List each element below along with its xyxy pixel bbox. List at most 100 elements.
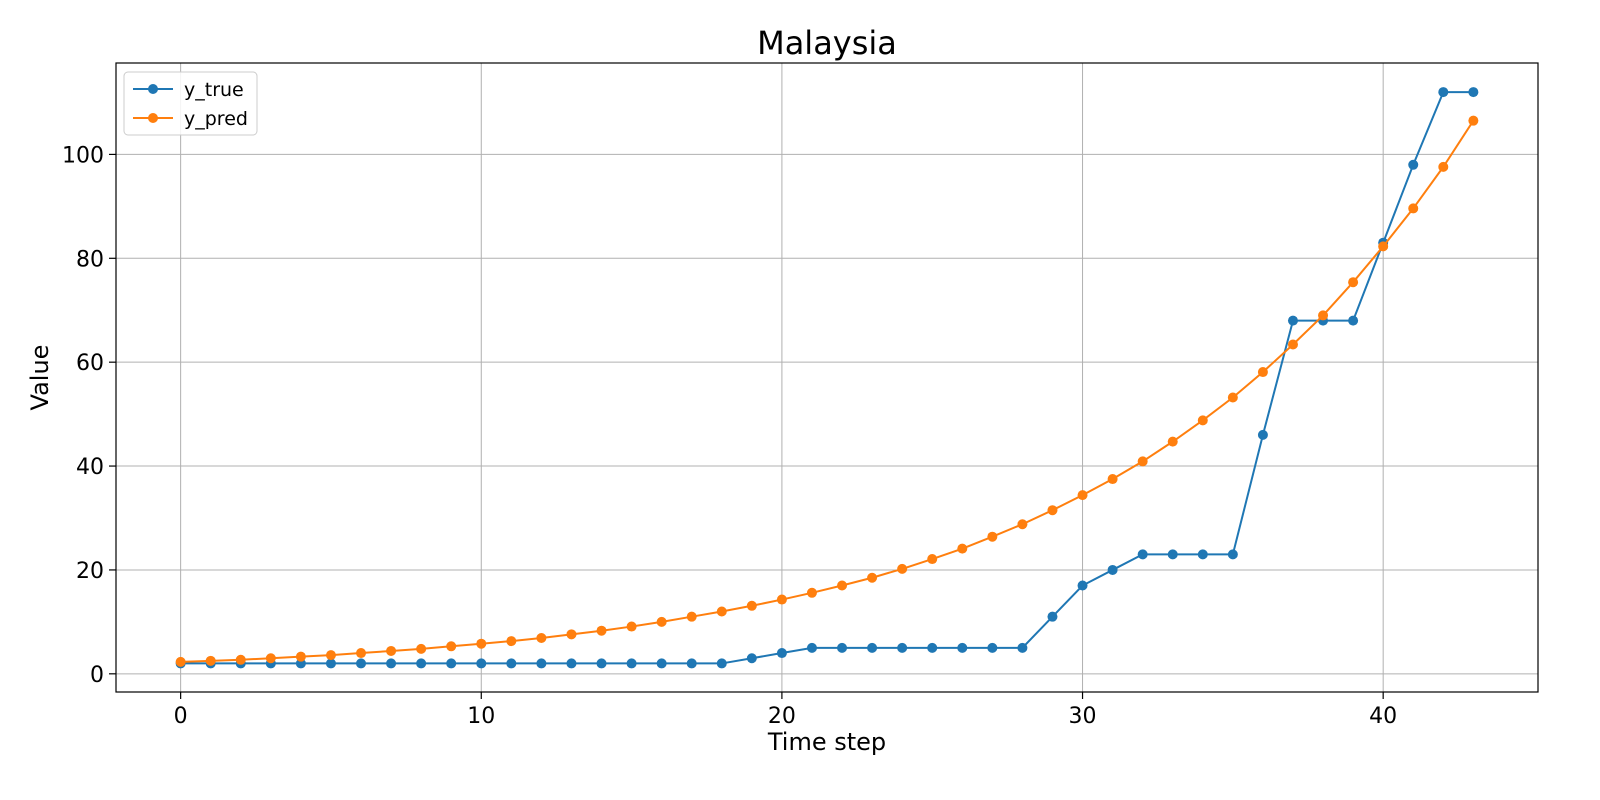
data-point bbox=[1077, 490, 1088, 501]
data-point bbox=[1107, 474, 1118, 485]
data-point bbox=[686, 611, 697, 622]
data-point bbox=[325, 650, 336, 661]
data-point bbox=[957, 543, 968, 554]
data-point bbox=[566, 629, 577, 640]
data-point bbox=[235, 654, 246, 665]
data-point bbox=[1167, 549, 1178, 560]
data-point bbox=[356, 648, 367, 659]
data-point bbox=[1017, 519, 1028, 530]
data-point bbox=[476, 658, 487, 669]
ticks: 0 10 20 30 40 0 20 40 60 80 100 bbox=[62, 143, 1397, 729]
data-point bbox=[536, 658, 547, 669]
y-tick-label: 40 bbox=[76, 455, 104, 480]
data-point bbox=[416, 658, 427, 669]
legend-label: y_true bbox=[184, 79, 244, 101]
legend-item: y_pred bbox=[133, 108, 248, 130]
data-point bbox=[356, 658, 367, 669]
series-y-true bbox=[175, 87, 1479, 669]
y-tick-label: 100 bbox=[62, 143, 104, 168]
data-point bbox=[806, 642, 817, 653]
data-point bbox=[897, 642, 908, 653]
data-point bbox=[446, 641, 457, 652]
data-point bbox=[867, 572, 878, 583]
data-point bbox=[1137, 549, 1148, 560]
data-point bbox=[1227, 549, 1238, 560]
data-point bbox=[806, 587, 817, 598]
chart-title: Malaysia bbox=[757, 24, 897, 62]
data-point bbox=[837, 642, 848, 653]
data-point bbox=[1077, 580, 1088, 591]
series-y-pred bbox=[175, 115, 1479, 667]
data-point bbox=[1287, 339, 1298, 350]
x-tick-label: 10 bbox=[467, 704, 495, 729]
x-tick-label: 40 bbox=[1369, 704, 1397, 729]
data-point bbox=[386, 658, 397, 669]
data-point bbox=[1257, 367, 1268, 378]
data-point bbox=[867, 642, 878, 653]
data-point bbox=[1348, 315, 1359, 326]
y-tick-label: 60 bbox=[76, 351, 104, 376]
data-point bbox=[566, 658, 577, 669]
grid bbox=[116, 63, 1538, 692]
data-point bbox=[626, 621, 637, 632]
data-point bbox=[325, 658, 336, 669]
data-point bbox=[1107, 564, 1118, 575]
data-point bbox=[957, 642, 968, 653]
data-point bbox=[1047, 505, 1058, 516]
data-point bbox=[626, 658, 637, 669]
legend-marker bbox=[148, 84, 158, 94]
x-tick-label: 30 bbox=[1069, 704, 1097, 729]
data-point bbox=[1047, 611, 1058, 622]
x-axis-label: Time step bbox=[767, 728, 886, 756]
data-point bbox=[1438, 87, 1449, 98]
data-point bbox=[776, 594, 787, 605]
legend-label: y_pred bbox=[184, 108, 248, 130]
data-point bbox=[746, 600, 757, 611]
y-tick-label: 20 bbox=[76, 559, 104, 584]
data-point bbox=[506, 636, 517, 647]
data-point bbox=[1017, 642, 1028, 653]
data-point bbox=[987, 531, 998, 542]
data-point bbox=[1287, 315, 1298, 326]
data-point bbox=[386, 645, 397, 656]
data-point bbox=[1197, 549, 1208, 560]
data-point bbox=[596, 625, 607, 636]
data-point bbox=[656, 616, 667, 627]
data-point bbox=[927, 642, 938, 653]
data-point bbox=[476, 638, 487, 649]
data-point bbox=[1348, 277, 1359, 288]
data-point bbox=[656, 658, 667, 669]
y-tick-label: 0 bbox=[90, 663, 104, 688]
legend: y_true y_pred bbox=[123, 71, 258, 136]
plot-frame bbox=[115, 62, 1539, 693]
data-point bbox=[596, 658, 607, 669]
data-point bbox=[1167, 436, 1178, 447]
data-point bbox=[536, 632, 547, 643]
data-point bbox=[1318, 310, 1329, 321]
data-point bbox=[295, 651, 306, 662]
data-point bbox=[897, 563, 908, 574]
data-point bbox=[416, 643, 427, 654]
data-point bbox=[776, 648, 787, 659]
data-point bbox=[175, 656, 186, 667]
data-point bbox=[205, 655, 216, 666]
y-axis-label: Value bbox=[26, 345, 54, 411]
data-point bbox=[506, 658, 517, 669]
data-point bbox=[746, 653, 757, 664]
data-point bbox=[927, 554, 938, 565]
data-point bbox=[987, 642, 998, 653]
data-point bbox=[1378, 241, 1389, 252]
series-line bbox=[180, 91, 1474, 665]
legend-marker bbox=[148, 113, 158, 123]
series-line bbox=[180, 120, 1475, 663]
data-point bbox=[1408, 203, 1419, 214]
data-point bbox=[716, 606, 727, 617]
data-point bbox=[1227, 392, 1238, 403]
data-point bbox=[716, 658, 727, 669]
data-point bbox=[1257, 429, 1268, 440]
data-point bbox=[1408, 159, 1419, 170]
data-point bbox=[837, 580, 848, 591]
data-point bbox=[1438, 161, 1449, 172]
